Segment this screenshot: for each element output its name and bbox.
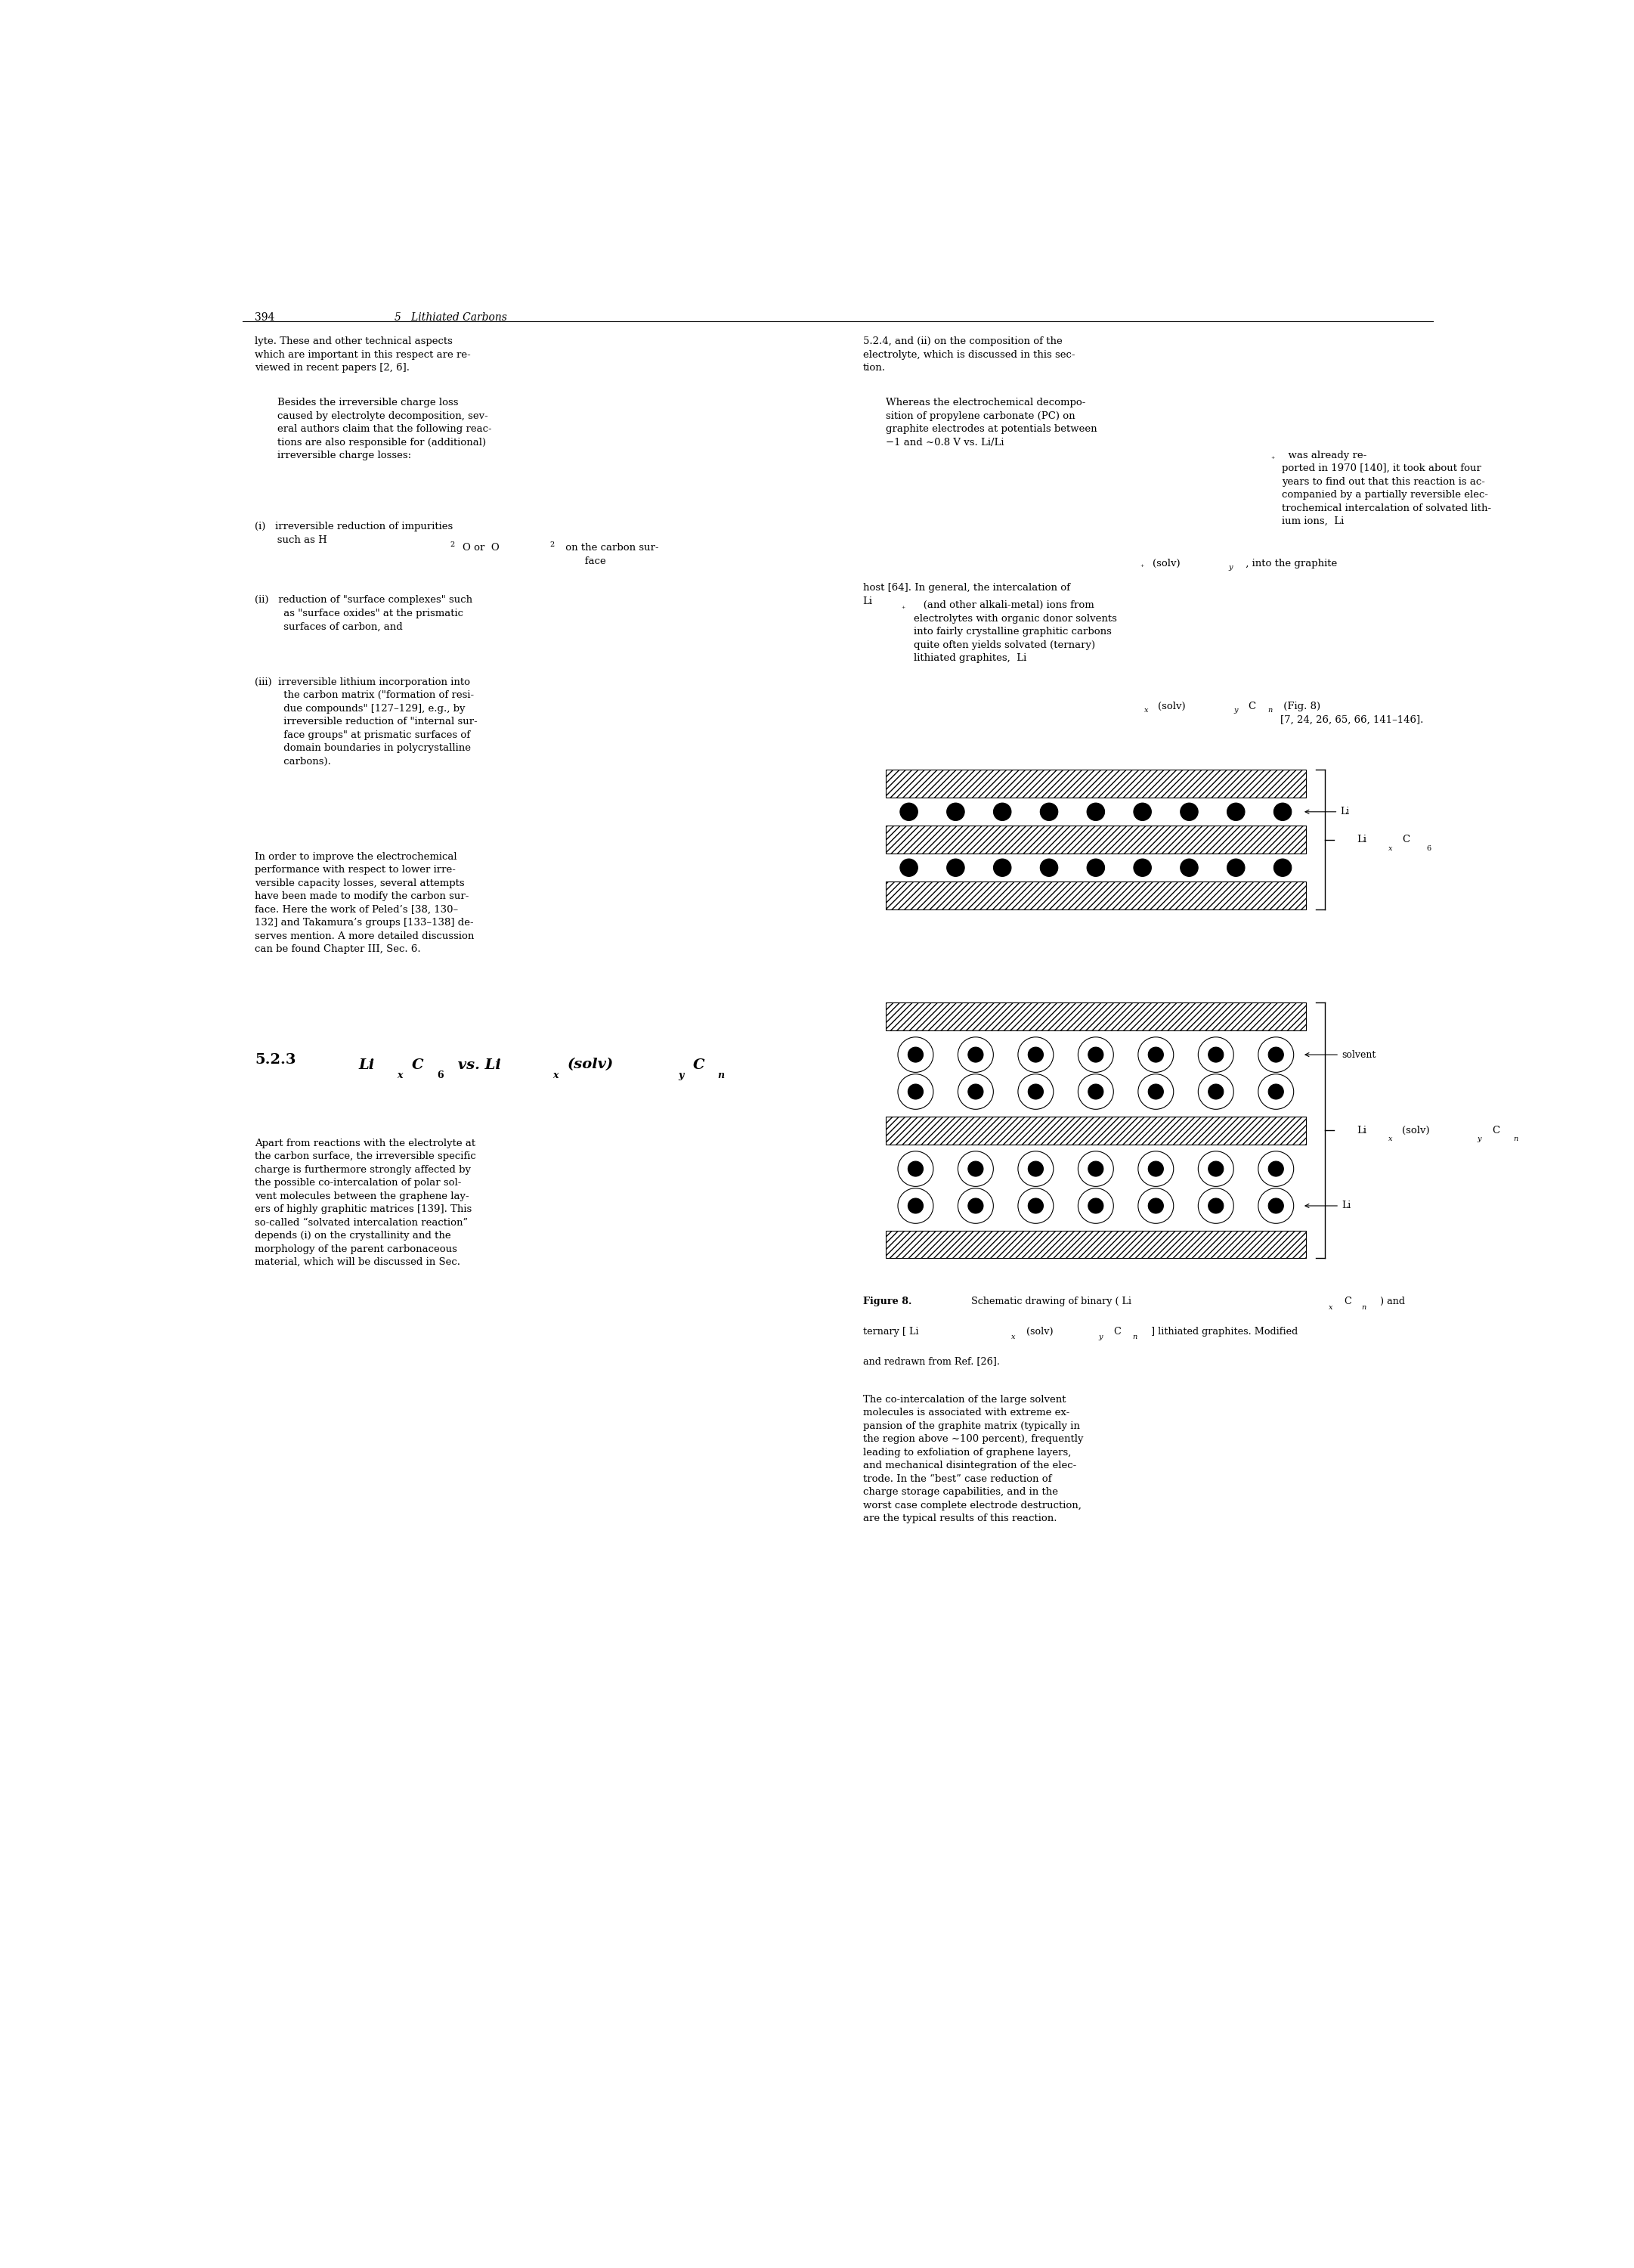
Ellipse shape (897, 1152, 933, 1186)
Ellipse shape (1180, 860, 1198, 875)
Text: 5.2.3: 5.2.3 (255, 1052, 296, 1066)
Text: (solv): (solv) (1152, 558, 1180, 569)
Text: y: y (1229, 565, 1234, 572)
Text: n: n (717, 1070, 724, 1080)
Ellipse shape (993, 860, 1011, 875)
Text: Li: Li (1306, 1200, 1351, 1211)
Ellipse shape (967, 1084, 984, 1100)
Text: x: x (552, 1070, 559, 1080)
Text: 2: 2 (449, 542, 454, 549)
Text: C: C (1402, 835, 1410, 844)
Ellipse shape (1088, 1084, 1103, 1100)
Ellipse shape (1139, 1188, 1173, 1222)
Ellipse shape (958, 1188, 993, 1222)
Text: Li: Li (1306, 807, 1350, 816)
Text: host [64]. In general, the intercalation of
Li: host [64]. In general, the intercalation… (863, 583, 1070, 606)
Ellipse shape (1018, 1075, 1054, 1109)
Text: , into the graphite: , into the graphite (1243, 558, 1337, 569)
Text: was already re-
ported in 1970 [140], it took about four
years to find out that : was already re- ported in 1970 [140], it… (1283, 451, 1492, 526)
Ellipse shape (946, 803, 964, 821)
Ellipse shape (946, 860, 964, 875)
Ellipse shape (1149, 1161, 1163, 1177)
Text: In order to improve the electrochemical
performance with respect to lower irre-
: In order to improve the electrochemical … (255, 853, 474, 955)
Ellipse shape (1139, 1152, 1173, 1186)
Text: 6: 6 (438, 1070, 444, 1080)
Text: Li: Li (359, 1057, 374, 1073)
Ellipse shape (958, 1036, 993, 1073)
Text: The co-intercalation of the large solvent
molecules is associated with extreme e: The co-intercalation of the large solven… (863, 1395, 1083, 1524)
Ellipse shape (1180, 803, 1198, 821)
Text: Li: Li (1356, 1125, 1366, 1136)
Ellipse shape (1149, 1198, 1163, 1213)
Text: ] lithiated graphites. Modified: ] lithiated graphites. Modified (1147, 1327, 1297, 1336)
Ellipse shape (1227, 803, 1245, 821)
Bar (886, 882, 1306, 909)
Ellipse shape (1018, 1188, 1054, 1222)
Ellipse shape (1258, 1188, 1294, 1222)
Text: (Fig. 8)
[7, 24, 26, 65, 66, 141–146].: (Fig. 8) [7, 24, 26, 65, 66, 141–146]. (1281, 701, 1423, 726)
Ellipse shape (958, 1152, 993, 1186)
Ellipse shape (1198, 1036, 1234, 1073)
Text: y: y (1477, 1136, 1480, 1143)
Text: n: n (1513, 1136, 1518, 1143)
Ellipse shape (1208, 1161, 1224, 1177)
Ellipse shape (1041, 803, 1057, 821)
Text: ) and: ) and (1377, 1297, 1405, 1306)
Text: lyte. These and other technical aspects
which are important in this respect are : lyte. These and other technical aspects … (255, 336, 471, 372)
Text: (and other alkali-metal) ions from
electrolytes with organic donor solvents
into: (and other alkali-metal) ions from elect… (913, 601, 1116, 662)
Ellipse shape (909, 1198, 923, 1213)
Ellipse shape (1088, 1198, 1103, 1213)
Text: n: n (1268, 708, 1273, 714)
Text: (solv): (solv) (567, 1057, 614, 1073)
Bar (886, 826, 1306, 853)
Text: (i)   irreversible reduction of impurities
       such as H: (i) irreversible reduction of impurities… (255, 522, 453, 544)
Text: 5   Lithiated Carbons: 5 Lithiated Carbons (394, 313, 507, 322)
Ellipse shape (1268, 1161, 1284, 1177)
Text: ⁺: ⁺ (1271, 456, 1275, 463)
Ellipse shape (1078, 1075, 1113, 1109)
Ellipse shape (1258, 1075, 1294, 1109)
Text: (solv): (solv) (1026, 1327, 1052, 1336)
Text: solvent: solvent (1306, 1050, 1376, 1059)
Ellipse shape (1018, 1152, 1054, 1186)
Ellipse shape (909, 1048, 923, 1061)
Ellipse shape (897, 1075, 933, 1109)
Text: ⁺: ⁺ (1141, 565, 1144, 572)
Text: on the carbon sur-
       face: on the carbon sur- face (562, 542, 659, 567)
Text: C: C (693, 1057, 704, 1073)
Text: 2: 2 (551, 542, 554, 549)
Ellipse shape (1208, 1198, 1224, 1213)
Ellipse shape (1198, 1075, 1234, 1109)
Ellipse shape (1139, 1075, 1173, 1109)
Text: C: C (412, 1057, 423, 1073)
Text: y: y (1098, 1334, 1103, 1340)
Ellipse shape (1028, 1048, 1042, 1061)
Text: n: n (1361, 1304, 1366, 1311)
Ellipse shape (1198, 1188, 1234, 1222)
Text: ⁺: ⁺ (900, 606, 905, 612)
Text: Whereas the electrochemical decompo-
sition of propylene carbonate (PC) on
graph: Whereas the electrochemical decompo- sit… (886, 397, 1096, 447)
Ellipse shape (909, 1084, 923, 1100)
Text: vs. Li: vs. Li (453, 1057, 500, 1073)
Ellipse shape (1028, 1161, 1042, 1177)
Text: (ii)   reduction of "surface complexes" such
         as "surface oxides" at the: (ii) reduction of "surface complexes" su… (255, 594, 472, 631)
Text: n: n (1132, 1334, 1137, 1340)
Text: Besides the irreversible charge loss
caused by electrolyte decomposition, sev-
e: Besides the irreversible charge loss cau… (278, 397, 492, 460)
Text: O or  O: O or O (462, 542, 500, 553)
Ellipse shape (1087, 860, 1105, 875)
Ellipse shape (1134, 860, 1152, 875)
Text: Apart from reactions with the electrolyte at
the carbon surface, the irreversibl: Apart from reactions with the electrolyt… (255, 1139, 475, 1268)
Text: (iii)  irreversible lithium incorporation into
         the carbon matrix ("form: (iii) irreversible lithium incorporation… (255, 678, 477, 767)
Text: x: x (1011, 1334, 1015, 1340)
Text: C: C (1248, 701, 1255, 712)
Ellipse shape (1088, 1161, 1103, 1177)
Text: 6: 6 (1426, 846, 1431, 853)
Ellipse shape (1139, 1036, 1173, 1073)
Ellipse shape (1268, 1198, 1284, 1213)
Ellipse shape (1268, 1084, 1284, 1100)
Ellipse shape (1149, 1084, 1163, 1100)
Ellipse shape (1268, 1048, 1284, 1061)
Ellipse shape (900, 803, 918, 821)
Text: y: y (678, 1070, 683, 1080)
Text: 394: 394 (255, 313, 275, 322)
